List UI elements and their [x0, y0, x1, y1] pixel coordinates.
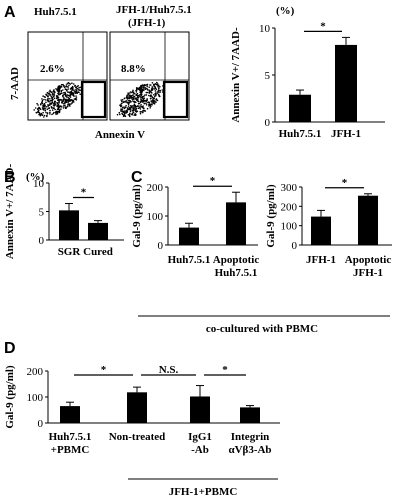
- c2-bar-ytick-label-0: 0: [292, 240, 298, 252]
- panel-label-c: C: [131, 169, 143, 186]
- c2-bar-ytick-label-3: 300: [281, 182, 298, 194]
- a-bar-sig-label-0: *: [320, 20, 326, 32]
- a-bar-bar-0: [289, 94, 311, 122]
- b-bar-sig-label-0: *: [81, 187, 87, 199]
- d-bar-ylabel: Gal-9 (pg/ml): [4, 365, 16, 429]
- c2-bar-cat-label-1-1: JFH-1: [353, 267, 383, 279]
- c1-bar-sig-label-0: *: [210, 175, 216, 187]
- b-bar-bar-1: [88, 222, 108, 240]
- a-bar-unit: (%): [276, 5, 295, 17]
- d-bar-cat-label-1: Non-treated: [109, 431, 166, 443]
- d-bar-cat-label-0: Huh7.5.1: [49, 431, 92, 443]
- flow-scatter-2: [116, 81, 164, 118]
- d-bar-cat-label-2-1: -Ab: [191, 444, 209, 456]
- d-bar-sig-label-2: *: [222, 364, 228, 376]
- flow-scatter-1: [33, 81, 81, 118]
- a-bar-cat-label-0: Huh7.5.1: [279, 128, 322, 140]
- panel-label-b: B: [4, 169, 16, 186]
- c1-bar-ytick-label-0: 0: [158, 240, 164, 252]
- c1-bar-cat-label-0: Huh7.5.1: [168, 254, 211, 266]
- d-bar-cat-label-3: Integrin: [231, 431, 270, 443]
- d-bar-ytick-label-1: 100: [27, 392, 44, 404]
- a-bar-bar-1: [335, 44, 357, 122]
- chart-c1-bar: 0 100 200 Gal-9 (pg/ml) Huh7.5.1 ApoptoticHuh…: [131, 175, 259, 279]
- a-bar-cat-label-1: JFH-1: [331, 128, 361, 140]
- b-bar-ytick-label-0: 0: [39, 235, 45, 247]
- chart-d-bar: 0 100 200 Gal-9 (pg/ml) Huh7.5.1+PBMC Non-tre…: [4, 364, 280, 456]
- d-bar-bar-0: [60, 406, 80, 423]
- c-footer-label: co-cultured with PBMC: [206, 323, 318, 335]
- d-bar-bar-2: [190, 396, 210, 423]
- b-bar-ytick-label-1: 5: [39, 207, 45, 219]
- b-bar-ytick-label-2: 10: [33, 178, 45, 190]
- flow-plot-2: 8.8%: [109, 31, 190, 121]
- b-bar-unit: (%): [26, 171, 45, 183]
- c1-bar-ylabel: Gal-9 (pg/ml): [131, 184, 143, 248]
- flow-plot-1: 2.6%: [27, 31, 108, 121]
- chart-b-bar: 0 5 10 Annexin V+/ 7AAD- (%) SGR Cured *: [4, 164, 124, 260]
- c2-bar-bar-1: [358, 195, 378, 245]
- c2-bar-cat-label-1: Apoptotic: [345, 254, 392, 266]
- d-bar-ytick-label-0: 0: [38, 418, 44, 430]
- c2-bar-cat-label-0: JFH-1: [306, 254, 336, 266]
- d-bar-bar-3: [240, 407, 260, 423]
- d-bar-ytick-label-2: 200: [27, 366, 44, 378]
- c2-bar-ytick-label-2: 200: [281, 201, 298, 213]
- a-bar-ylabel: Annexin V+/ 7AAD-: [230, 27, 242, 123]
- d-bar-cat-label-2: IgG1: [188, 431, 212, 443]
- panel-label-a: A: [4, 4, 16, 21]
- b-bar-ylabel: Annexin V+/ 7AAD-: [4, 164, 16, 260]
- c1-bar-cat-label-1-1: Huh7.5.1: [215, 267, 258, 279]
- a-bar-ytick-label-1: 5: [265, 70, 271, 82]
- panel-label-d: D: [4, 340, 16, 357]
- flow-title-2a: JFH-1/Huh7.5.1: [116, 4, 192, 16]
- flow-title-1: Huh7.5.1: [34, 6, 77, 18]
- c2-bar-bar-0: [311, 216, 331, 245]
- a-bar-ytick-label-2: 10: [259, 23, 271, 35]
- d-bar-bar-1: [127, 392, 147, 423]
- c1-bar-bar-1: [226, 202, 246, 245]
- c2-bar-sig-label-0: *: [342, 177, 348, 189]
- c1-bar-bar-0: [179, 227, 199, 245]
- gate-box-2: [162, 80, 189, 119]
- d-bar-sig-label-1: N.S.: [159, 364, 179, 376]
- flow-title-2b: (JFH-1): [128, 17, 166, 29]
- c1-bar-cat-label-1: Apoptotic: [213, 254, 260, 266]
- c1-bar-ytick-label-2: 200: [147, 182, 164, 194]
- flow-ylabel: 7-AAD: [9, 67, 21, 100]
- d-footer-label: JFH-1+PBMC: [169, 486, 238, 498]
- c1-bar-ytick-label-1: 100: [147, 211, 164, 223]
- d-bar-cat-label-0-1: +PBMC: [51, 444, 90, 456]
- b-bar-cat-label-1: Cured: [83, 246, 113, 258]
- c2-bar-ylabel: Gal-9 (pg/ml): [265, 184, 277, 248]
- b-bar-bar-0: [59, 210, 79, 240]
- flow-xlabel: Annexin V: [95, 129, 145, 141]
- b-bar-cat-label-0: SGR: [58, 246, 82, 258]
- d-bar-sig-label-0: *: [101, 364, 107, 376]
- flow-percent-1: 2.6%: [40, 63, 65, 75]
- d-bar-cat-label-3-1: αVβ3-Ab: [228, 444, 271, 456]
- a-bar-ytick-label-0: 0: [265, 117, 271, 129]
- c2-bar-ytick-label-1: 100: [281, 221, 298, 233]
- chart-a-bar: 0 5 10 Annexin V+/ 7AAD- (%) Huh7.5.1 JFH-1 *: [230, 5, 385, 140]
- flow-percent-2: 8.8%: [121, 63, 146, 75]
- gate-box-1: [80, 80, 107, 119]
